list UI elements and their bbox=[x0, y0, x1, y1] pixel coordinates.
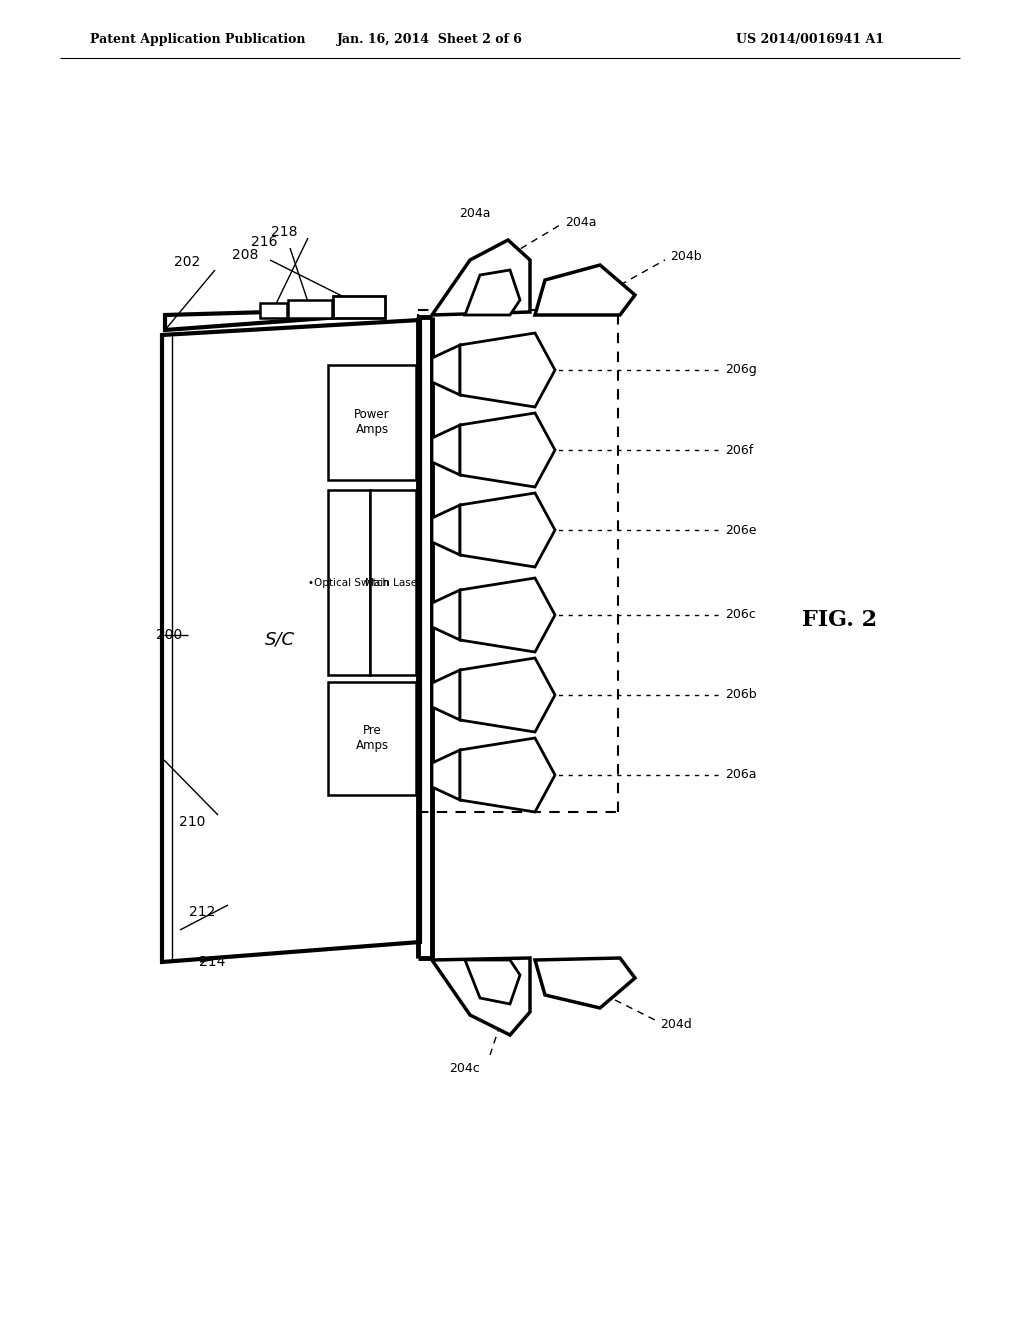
Text: US 2014/0016941 A1: US 2014/0016941 A1 bbox=[736, 33, 884, 46]
Text: 216: 216 bbox=[252, 235, 278, 249]
Text: 218: 218 bbox=[270, 224, 297, 239]
Polygon shape bbox=[333, 296, 385, 318]
Text: •Optical Switch: •Optical Switch bbox=[308, 578, 389, 587]
Polygon shape bbox=[465, 960, 520, 1005]
Polygon shape bbox=[432, 345, 460, 395]
Text: 212: 212 bbox=[188, 906, 215, 919]
Polygon shape bbox=[460, 738, 555, 812]
Polygon shape bbox=[432, 671, 460, 719]
Polygon shape bbox=[460, 492, 555, 568]
Polygon shape bbox=[535, 265, 635, 315]
Polygon shape bbox=[460, 413, 555, 487]
Text: Jan. 16, 2014  Sheet 2 of 6: Jan. 16, 2014 Sheet 2 of 6 bbox=[337, 33, 523, 46]
Text: 206a: 206a bbox=[725, 768, 757, 781]
Polygon shape bbox=[328, 366, 416, 480]
Text: 214: 214 bbox=[199, 954, 225, 969]
Polygon shape bbox=[432, 506, 460, 554]
Text: Pre
Amps: Pre Amps bbox=[355, 725, 388, 752]
Polygon shape bbox=[165, 310, 340, 330]
Polygon shape bbox=[328, 490, 370, 675]
Text: 206e: 206e bbox=[725, 524, 757, 536]
Polygon shape bbox=[432, 425, 460, 475]
Text: Power
Amps: Power Amps bbox=[354, 408, 390, 437]
Polygon shape bbox=[460, 333, 555, 407]
Polygon shape bbox=[432, 750, 460, 800]
Text: Main Laser: Main Laser bbox=[365, 578, 421, 587]
Polygon shape bbox=[432, 240, 530, 315]
Text: S/C: S/C bbox=[265, 631, 295, 649]
Text: 204b: 204b bbox=[670, 251, 701, 264]
Polygon shape bbox=[288, 300, 332, 318]
Text: 204a: 204a bbox=[565, 215, 597, 228]
Text: 204c: 204c bbox=[450, 1063, 480, 1074]
Text: 210: 210 bbox=[178, 814, 205, 829]
Text: 202: 202 bbox=[174, 255, 200, 269]
Text: FIG. 2: FIG. 2 bbox=[803, 609, 878, 631]
Polygon shape bbox=[370, 490, 416, 675]
Polygon shape bbox=[260, 304, 287, 318]
Polygon shape bbox=[460, 578, 555, 652]
Text: Patent Application Publication: Patent Application Publication bbox=[90, 33, 305, 46]
Text: 204d: 204d bbox=[660, 1019, 692, 1031]
Text: 206c: 206c bbox=[725, 609, 756, 622]
Text: 200: 200 bbox=[156, 628, 182, 642]
Text: 208: 208 bbox=[231, 248, 258, 261]
Polygon shape bbox=[432, 958, 530, 1035]
Polygon shape bbox=[465, 271, 520, 315]
Polygon shape bbox=[162, 319, 420, 962]
Polygon shape bbox=[460, 657, 555, 733]
Polygon shape bbox=[535, 958, 635, 1008]
Text: 204a: 204a bbox=[459, 207, 490, 220]
Text: 206b: 206b bbox=[725, 689, 757, 701]
Text: 206g: 206g bbox=[725, 363, 757, 376]
Polygon shape bbox=[328, 682, 416, 795]
Polygon shape bbox=[432, 590, 460, 640]
Text: 206f: 206f bbox=[725, 444, 754, 457]
